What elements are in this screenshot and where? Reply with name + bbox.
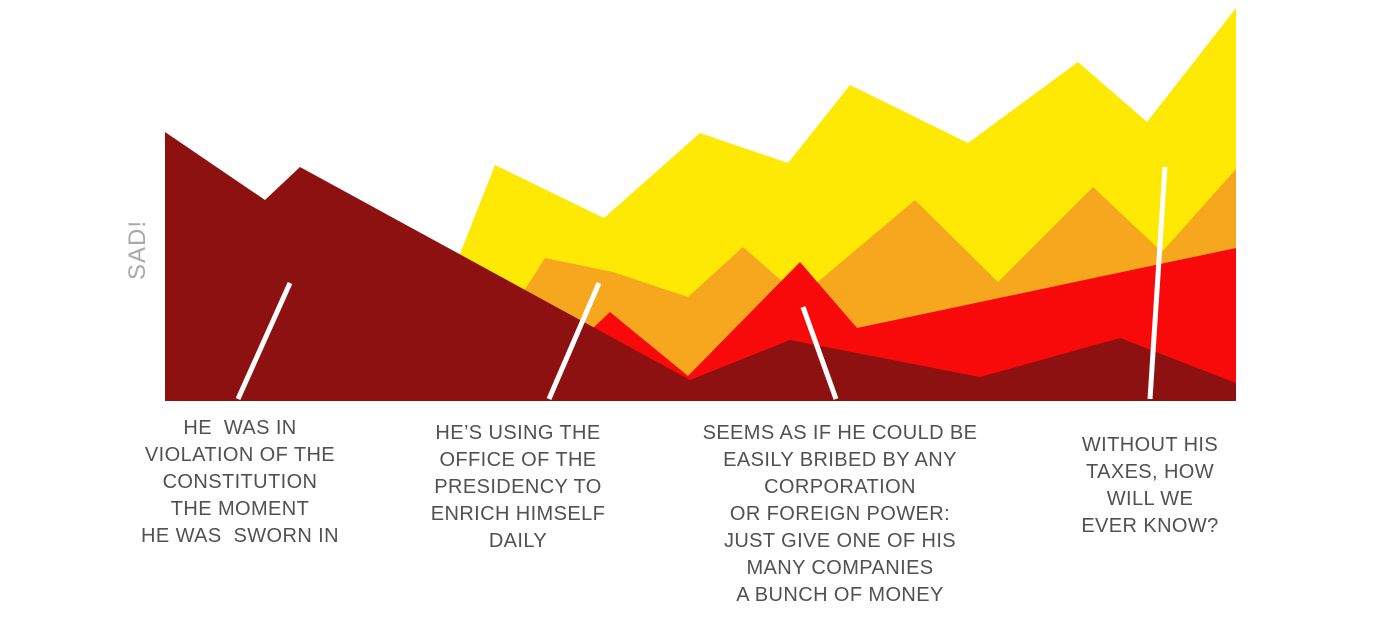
caption-3-line-3: CORPORATION [764,476,916,498]
area-chart-layers [165,8,1236,401]
caption-3-line-6: MANY COMPANIES [746,557,934,579]
caption-enrichment: HE’S USING THE OFFICE OF THE PRESIDENCY TO… [368,420,668,555]
caption-1-line-4: THE MOMENT [170,498,310,520]
pointer-line-4 [1147,166,1168,400]
caption-2-line-3: PRESIDENCY TO [434,476,602,498]
caption-1-line-1: HE WAS IN [183,417,297,439]
caption-2-line-5: DAILY [488,530,548,552]
caption-3-line-4: OR FOREIGN POWER: [729,503,951,525]
caption-3-line-5: JUST GIVE ONE OF HIS [723,530,957,552]
pointer-line-3 [800,306,839,400]
pointer-line-1 [235,281,293,401]
caption-3-line-7: A BUNCH OF MONEY [736,584,944,606]
caption-3-line-2: EASILY BRIBED BY ANY [723,449,957,471]
caption-3-line-1: SEEMS AS IF HE COULD BE [702,422,978,444]
caption-bribery: SEEMS AS IF HE COULD BE EASILY BRIBED BY … [665,420,1015,609]
caption-2-line-4: ENRICH HIMSELF [430,503,606,525]
y-axis-label-sad: SAD! [124,220,151,281]
caption-1-line-3: CONSTITUTION [162,471,318,493]
caption-taxes: WITHOUT HIS TAXES, HOW WILL WE EVER KNOW? [1025,432,1275,540]
caption-1-line-5: HE WAS SWORN IN [141,525,339,547]
caption-1-line-2: VIOLATION OF THE [144,444,336,466]
pointer-line-2 [546,282,602,400]
caption-2-line-2: OFFICE OF THE [439,449,597,471]
caption-4-line-2: TAXES, HOW [1085,461,1215,483]
caption-2-line-1: HE’S USING THE [435,422,601,444]
series-maroon-layer [165,132,1236,401]
caption-4-line-1: WITHOUT HIS [1081,434,1219,456]
pointer-lines [235,166,1168,401]
caption-violation: HE WAS IN VIOLATION OF THE CONSTITUTION THE… [80,415,400,550]
caption-4-line-4: EVER KNOW? [1081,515,1219,537]
caption-4-line-3: WILL WE [1106,488,1194,510]
